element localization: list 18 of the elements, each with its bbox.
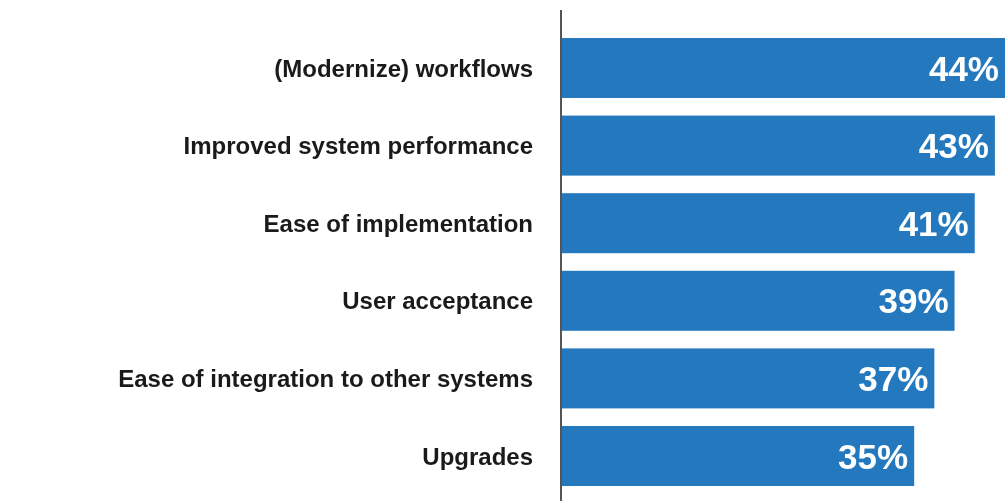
data-label: 41% xyxy=(898,203,969,243)
y-tick-label: Ease of implementation xyxy=(263,209,533,237)
bar xyxy=(561,115,995,176)
data-label: 37% xyxy=(858,359,929,398)
data-label: 39% xyxy=(878,281,949,321)
bar xyxy=(561,193,975,254)
bar xyxy=(561,426,915,486)
y-tick-label: User acceptance xyxy=(342,287,533,315)
y-tick-label: (Modernize) workflows xyxy=(274,54,533,82)
data-label: 43% xyxy=(918,126,989,166)
data-label: 35% xyxy=(838,436,909,476)
y-tick-label: Ease of integration to other systems xyxy=(118,365,533,393)
bar xyxy=(561,270,955,331)
y-tick-label: Improved system performance xyxy=(183,132,533,160)
data-label: 44% xyxy=(928,48,999,88)
y-tick-label: Upgrades xyxy=(422,442,533,470)
bar xyxy=(561,38,1005,98)
bar xyxy=(561,348,935,409)
